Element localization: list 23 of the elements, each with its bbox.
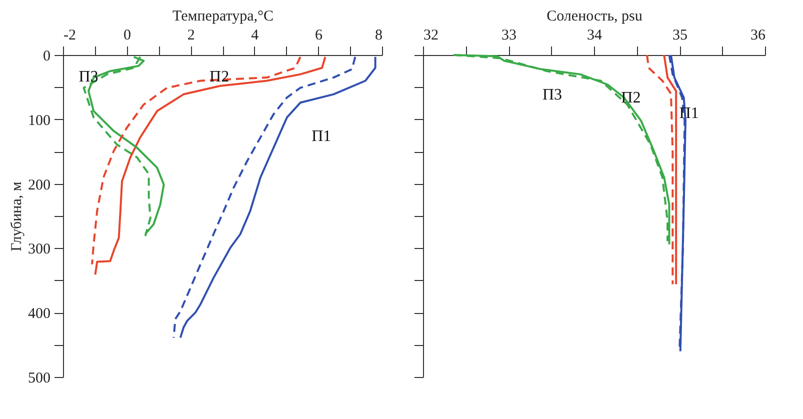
x-tick-label: 35 — [672, 28, 688, 44]
y-axis-title: Глубина, м — [9, 181, 25, 252]
x-tick-label: 6 — [314, 28, 323, 44]
y-tick-label: 0 — [43, 48, 50, 64]
x-axis-title: Температура,°C — [172, 8, 274, 24]
x-tick-label: 4 — [251, 28, 260, 44]
x-tick-label: 34 — [587, 28, 602, 44]
x-tick-label: 0 — [124, 28, 132, 44]
x-tick-label: -2 — [64, 28, 76, 44]
annotation: П3 — [78, 68, 98, 86]
x-axis-title: Соленость, psu — [546, 8, 643, 24]
y-tick-label: 100 — [28, 112, 50, 129]
y-tick-label: 500 — [28, 370, 50, 386]
y-tick-label: 300 — [28, 242, 50, 258]
annotation: П1 — [312, 128, 332, 146]
annotation: П3 — [542, 86, 562, 104]
x-tick-label: 33 — [502, 28, 516, 44]
y-tick-label: 400 — [28, 306, 50, 322]
x-tick-label: 36 — [750, 28, 766, 44]
x-tick-label: 32 — [424, 28, 438, 44]
x-tick-label: 2 — [187, 28, 195, 44]
x-tick-label: 8 — [375, 28, 382, 44]
y-tick-label: 200 — [28, 177, 50, 194]
